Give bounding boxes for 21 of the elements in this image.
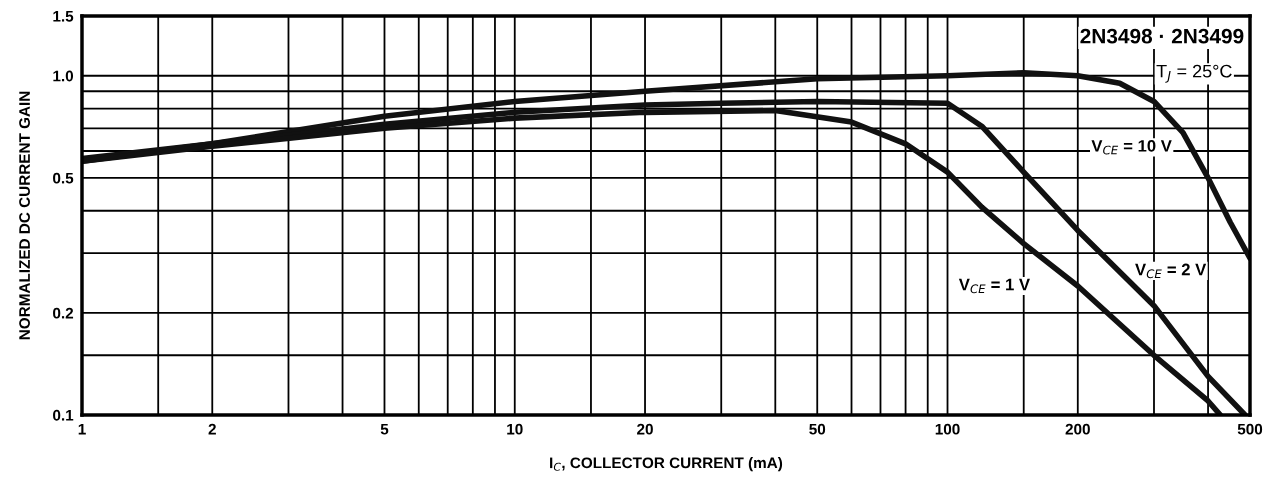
- text: T$_{J}$ = 25°C: [1156, 64, 1232, 83]
- y-tick-label: 0.1: [53, 409, 74, 421]
- y-tick-label: 1.0: [53, 70, 74, 82]
- series-label: V$_{CE}$ = 10 V: [1091, 139, 1172, 155]
- x-tick-label: 10: [507, 423, 523, 435]
- x-tick-label: 200: [1065, 423, 1090, 435]
- y-tick-label: 0.2: [53, 307, 74, 319]
- series-label: V$_{CE}$ = 2 V: [1135, 263, 1207, 279]
- series-label: V$_{CE}$ = 1 V: [958, 278, 1030, 294]
- x-tick-label: 100: [935, 423, 960, 435]
- y-axis-title: NORMALIZED DC CURRENT GAIN: [19, 91, 30, 340]
- chart-title: 2N3498 · 2N3499: [1080, 28, 1244, 44]
- y-tick-label: 0.5: [53, 172, 74, 184]
- x-tick-label: 500: [1237, 423, 1263, 435]
- x-tick-label: 5: [380, 423, 389, 435]
- x-tick-label: 2: [208, 423, 216, 435]
- x-tick-label: 50: [809, 423, 826, 435]
- x-axis-title: I$_{C}$, COLLECTOR CURRENT (mA): [550, 457, 783, 472]
- x-tick-label: 20: [637, 423, 653, 435]
- y-tick-label: 1.5: [53, 11, 74, 22]
- x-tick-label: 1: [78, 423, 86, 435]
